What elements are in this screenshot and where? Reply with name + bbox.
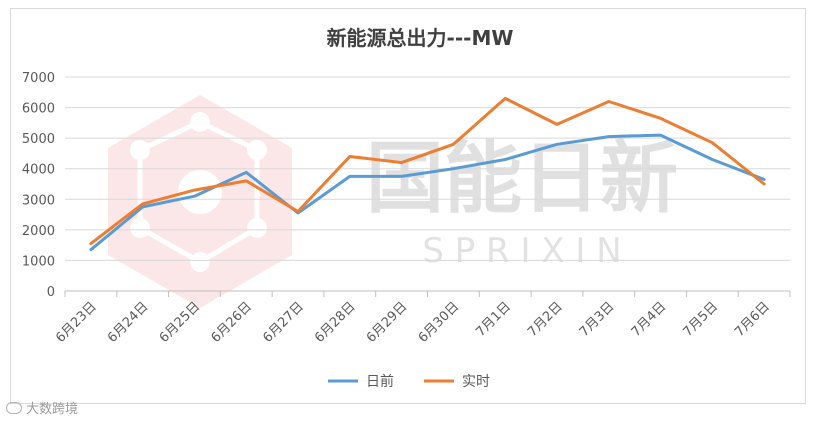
x-tick-label: 7月6日 xyxy=(732,299,773,340)
weibo-icon xyxy=(6,402,22,414)
series-line-realtime xyxy=(89,96,766,246)
x-tick-label: 7月2日 xyxy=(525,299,566,340)
y-tick-label: 5000 xyxy=(22,132,55,147)
y-tick-label: 1000 xyxy=(22,254,55,269)
footer: 大数跨境 xyxy=(6,398,78,417)
x-tick-label: 6月28日 xyxy=(312,299,359,346)
legend-label: 实时 xyxy=(462,374,490,390)
chart-title: 新能源总出力---MW xyxy=(327,26,514,50)
watermark-logo-text: 国能日新 xyxy=(366,134,678,224)
y-tick-label: 0 xyxy=(47,285,55,300)
x-tick-label: 7月3日 xyxy=(577,299,618,340)
x-tick-label: 6月26日 xyxy=(209,299,256,346)
series-group xyxy=(89,96,766,252)
watermark: 国能日新 S P R I X I N xyxy=(108,95,678,308)
watermark-sub-text: S P R I X I N xyxy=(422,231,621,271)
x-tick-label: 7月5日 xyxy=(680,299,721,340)
y-tick-label: 3000 xyxy=(22,193,55,208)
x-tick-label: 7月4日 xyxy=(629,299,670,340)
grid xyxy=(65,76,790,292)
y-tick-label: 7000 xyxy=(22,71,55,86)
y-axis: 0 1000 2000 3000 4000 5000 6000 7000 xyxy=(22,71,55,300)
x-tick-label: 7月1日 xyxy=(473,299,514,340)
x-tick-label: 6月24日 xyxy=(105,299,152,346)
footer-text: 大数跨境 xyxy=(26,402,79,417)
y-tick-label: 6000 xyxy=(22,102,55,117)
legend: 日前 实时 xyxy=(328,373,490,390)
x-axis: 6月23日 6月24日 6月25日 6月26日 6月27日 6月28日 6月29日 6月30日… xyxy=(53,291,791,346)
x-tick-label: 6月29日 xyxy=(364,299,411,346)
x-tick-label: 6月23日 xyxy=(53,299,100,346)
x-tick-label: 6月25日 xyxy=(157,299,204,346)
x-tick-label: 6月27日 xyxy=(260,299,307,346)
legend-label: 日前 xyxy=(366,373,394,390)
series-line-dayahead xyxy=(89,133,766,252)
x-tick-label: 6月30日 xyxy=(416,299,463,346)
y-tick-label: 4000 xyxy=(22,163,55,178)
y-tick-label: 2000 xyxy=(22,224,55,239)
